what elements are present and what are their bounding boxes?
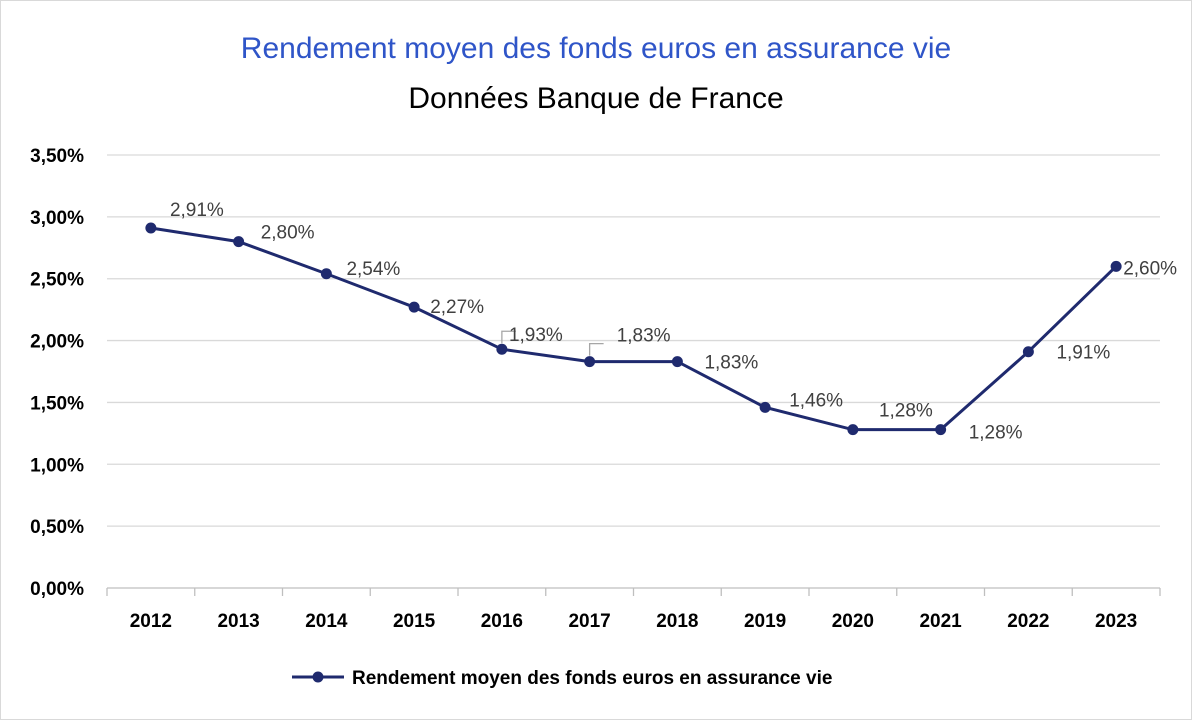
chart-subtitle: Données Banque de France (408, 82, 783, 115)
data-label: 2,80% (261, 223, 315, 244)
data-label: 1,91% (1056, 343, 1110, 364)
y-tick-label: 2,50% (30, 270, 84, 291)
data-point (233, 236, 245, 248)
data-point (320, 268, 332, 280)
x-tick-label: 2016 (481, 611, 523, 632)
data-point (759, 401, 771, 413)
data-point (847, 424, 859, 436)
legend: Rendement moyen des fonds euros en assur… (292, 668, 832, 689)
x-tick-label: 2018 (656, 611, 698, 632)
leader-line (501, 330, 516, 344)
data-label: 2,91% (170, 200, 224, 221)
data-point (584, 356, 596, 368)
data-label: 1,46% (789, 390, 843, 411)
leader-line (588, 342, 604, 356)
x-tick-label: 2015 (393, 611, 436, 632)
legend-marker (312, 671, 324, 683)
data-point (408, 301, 420, 313)
y-tick-label: 3,50% (30, 146, 84, 167)
data-label: 1,93% (509, 325, 563, 346)
data-point (145, 222, 157, 234)
x-tick-label: 2014 (305, 611, 348, 632)
y-tick-label: 0,50% (30, 517, 84, 538)
y-tick-label: 2,00% (30, 332, 84, 353)
series-line (150, 226, 1118, 432)
data-label: 1,83% (704, 353, 758, 374)
data-label: 1,28% (969, 423, 1023, 444)
y-tick-label: 0,00% (30, 579, 84, 600)
y-tick-label: 1,50% (30, 393, 84, 414)
data-label: 2,54% (346, 259, 400, 280)
data-label: 2,27% (430, 297, 484, 318)
data-point (1022, 346, 1034, 358)
chart-title: Rendement moyen des fonds euros en assur… (241, 32, 951, 65)
x-tick-label: 2019 (744, 611, 786, 632)
y-tick-label: 1,00% (30, 455, 84, 476)
data-point (496, 343, 508, 355)
x-tick-label: 2012 (130, 611, 172, 632)
data-point (1110, 260, 1122, 272)
x-tick-label: 2020 (832, 611, 874, 632)
x-tick-label: 2021 (919, 611, 962, 632)
data-label: 1,83% (617, 326, 671, 347)
data-label: 2,60% (1123, 258, 1177, 279)
data-point (935, 424, 947, 436)
x-tick-label: 2017 (568, 611, 610, 632)
x-tick-label: 2023 (1095, 611, 1137, 632)
legend-label: Rendement moyen des fonds euros en assur… (352, 668, 832, 689)
x-tick-label: 2022 (1007, 611, 1049, 632)
data-label: 1,28% (879, 401, 933, 422)
y-tick-label: 3,00% (30, 208, 84, 229)
data-point (671, 356, 683, 368)
x-tick-label: 2013 (217, 611, 259, 632)
